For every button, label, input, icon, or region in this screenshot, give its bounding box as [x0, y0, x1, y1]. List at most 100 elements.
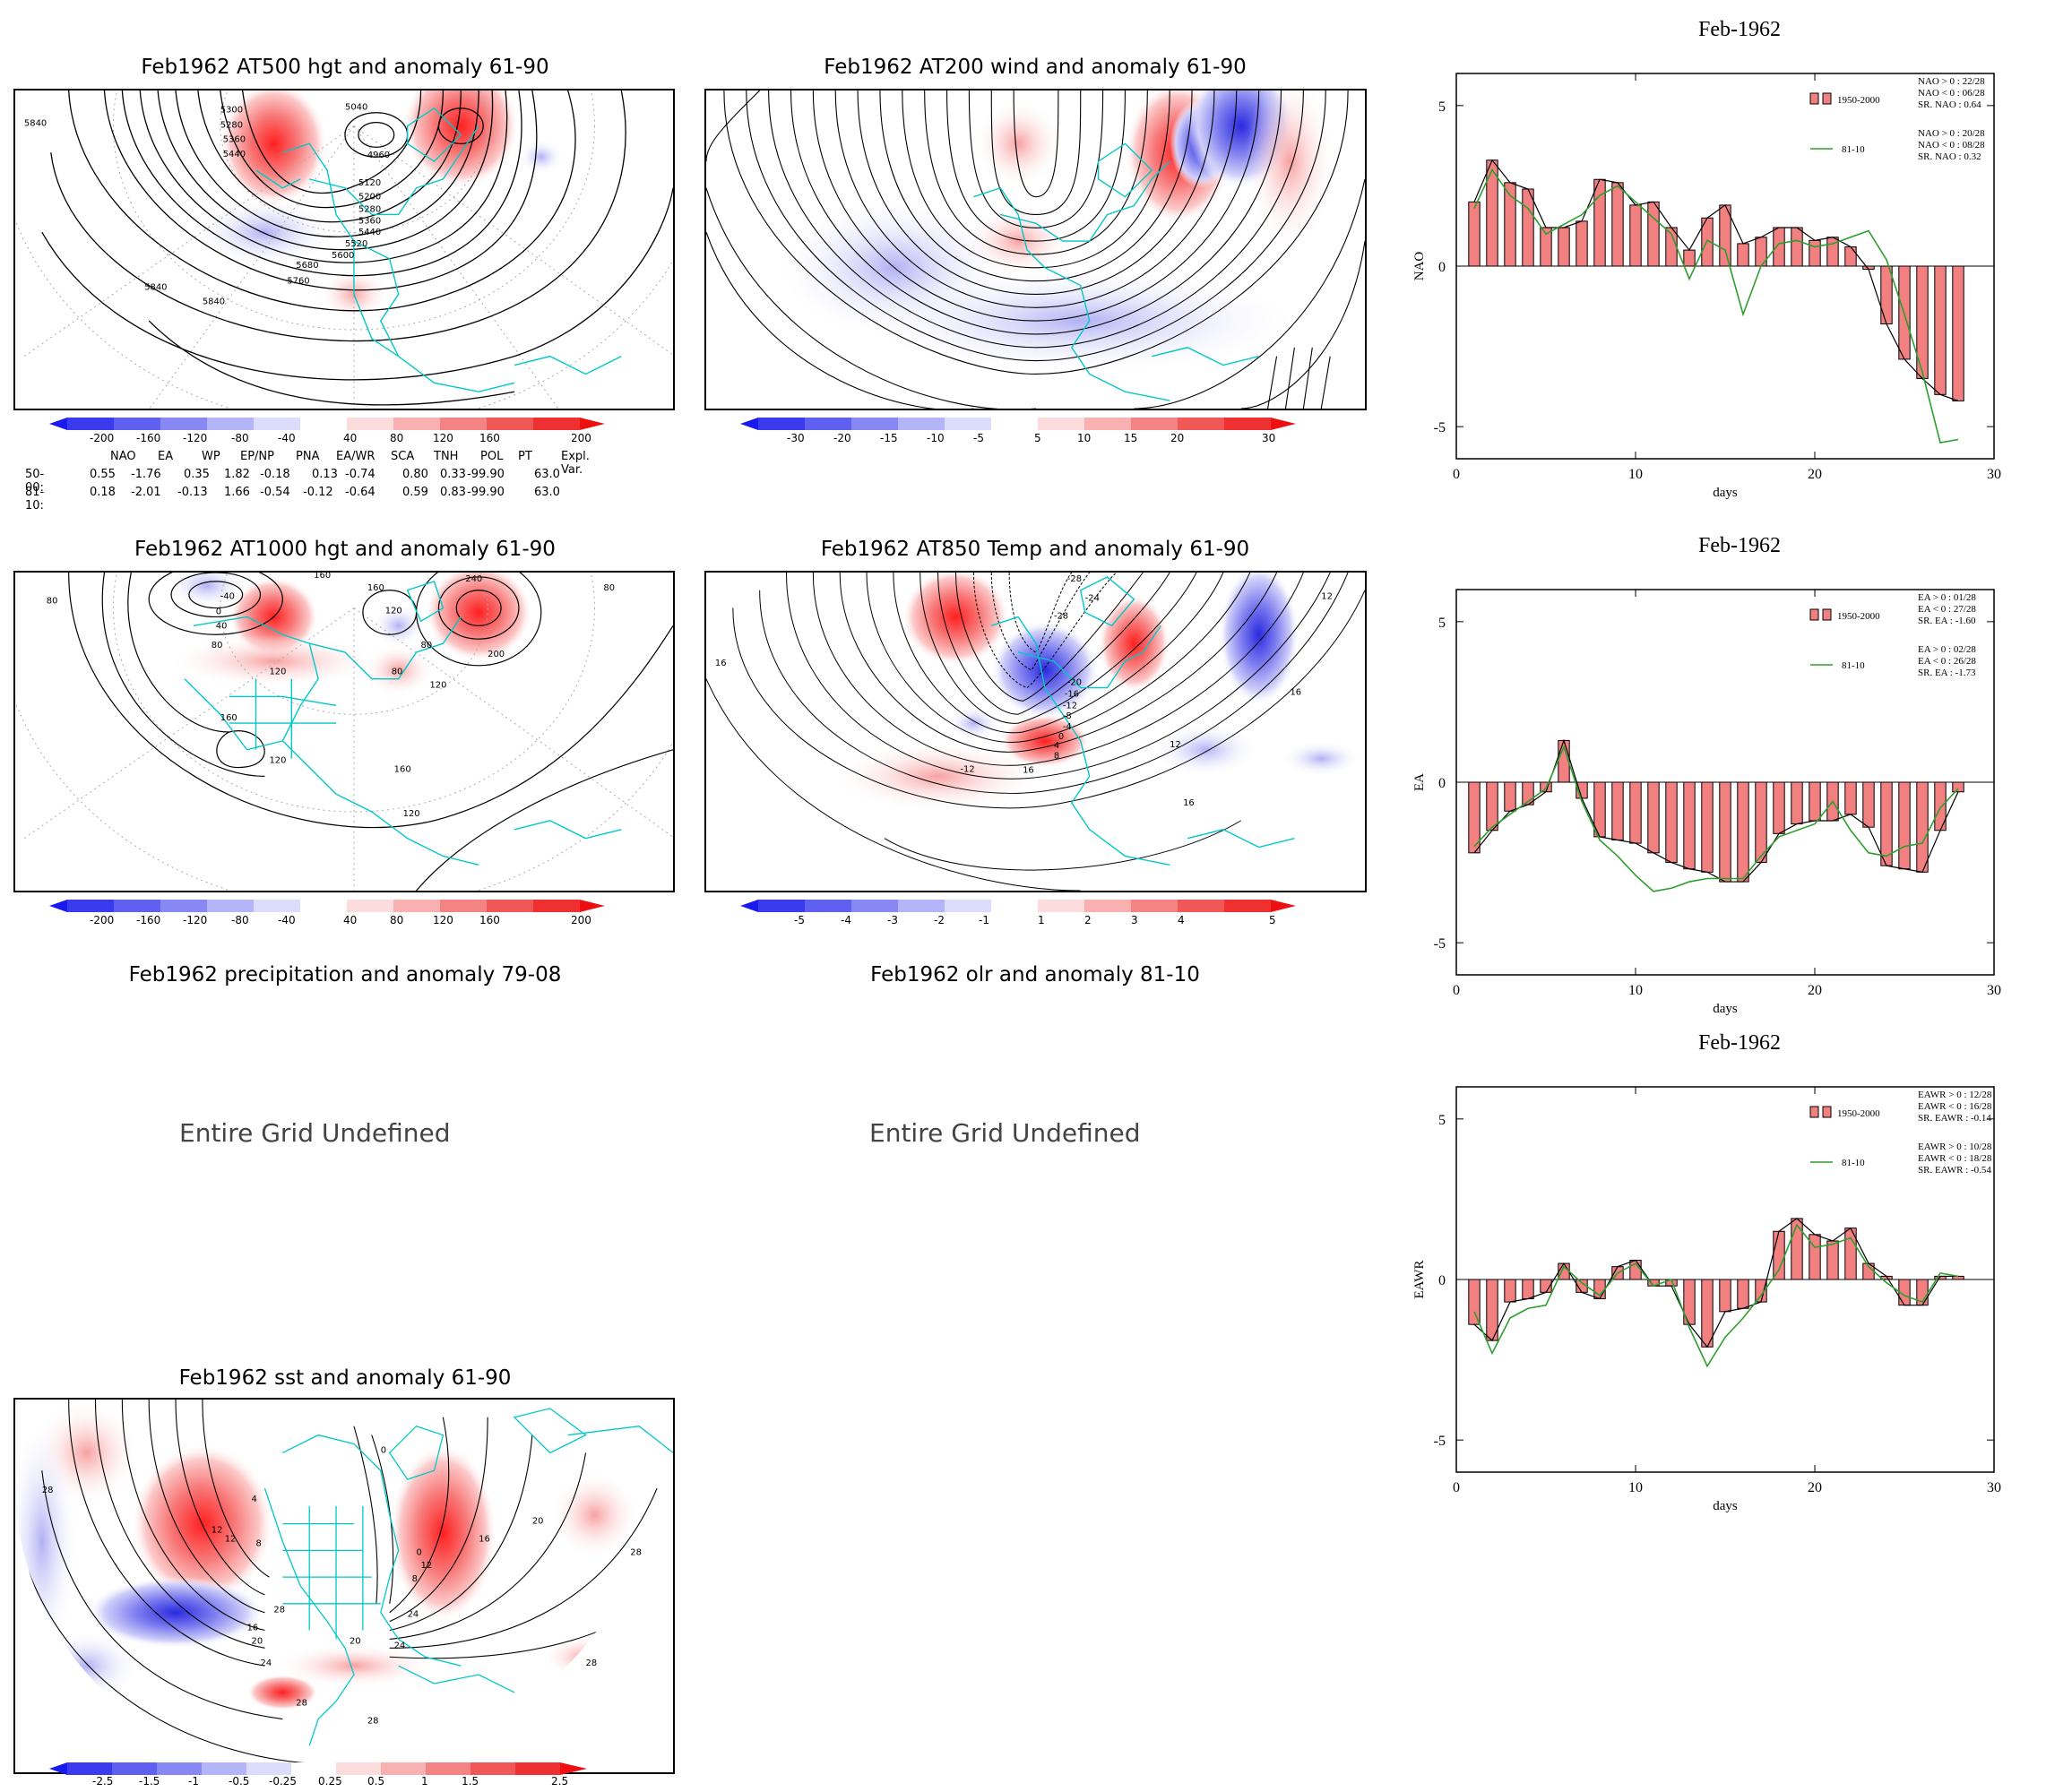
colorbar-tick: -1	[188, 1775, 199, 1788]
sst-map: 28 0 4 8 12 16 20 24 28 20 24 28 28 28 0…	[13, 1398, 675, 1774]
colorbar-tick: -10	[927, 432, 945, 444]
stats-81-10: NAO > 0 : 20/28	[1918, 128, 1985, 139]
contour-label: 0	[216, 607, 221, 616]
bar	[1468, 1279, 1481, 1325]
contour-label: 200	[488, 650, 505, 659]
y-tick-label: -5	[1434, 420, 1446, 435]
y-tick-label: -5	[1434, 1434, 1446, 1449]
colorbar-tick: 15	[1124, 432, 1138, 444]
x-tick-label: 30	[1987, 1480, 2001, 1495]
contour-label: 5440	[358, 228, 381, 237]
colorbar-tick: 30	[1262, 432, 1276, 444]
contour-label: 12	[1321, 592, 1333, 602]
contour-label: 5840	[24, 119, 47, 129]
stats-1950-2000: SR. NAO : 0.64	[1918, 99, 1981, 110]
contour-label: 120	[403, 809, 420, 819]
x-tick-label: 0	[1453, 1480, 1460, 1495]
contour-label: 5440	[223, 150, 246, 159]
legend-label: 1950-2000	[1837, 1108, 1880, 1119]
x-tick-label: 30	[1987, 467, 2001, 482]
colorbar-tick: 4	[1178, 914, 1185, 926]
contour-label: 160	[394, 765, 411, 775]
y-tick-label: 5	[1438, 616, 1446, 631]
contour-label: 28	[273, 1606, 285, 1615]
colorbar-tick: 2	[1084, 914, 1092, 926]
contour-label: 12	[212, 1526, 223, 1536]
colorbar-tick: -15	[880, 432, 898, 444]
wind-colorbar: -30 -20 -15 -10 -5 5 10 15 20 30	[740, 418, 1332, 444]
colorbar-tick: -1.5	[139, 1775, 160, 1788]
bar	[1826, 1240, 1839, 1280]
x-axis-label: days	[1713, 1499, 1738, 1513]
contour-label: -20	[1067, 678, 1082, 688]
bar	[1468, 201, 1481, 267]
colorbar-tick: 1.5	[462, 1775, 479, 1788]
ea-chart-svg: 5 0 -5 0 10 20 30 days EA 1950-2000 81-10 EA > 0 : …	[1412, 589, 2001, 1016]
contour-label: -12	[1063, 701, 1077, 711]
series-line-81-10	[1473, 168, 1959, 444]
anomaly-blob	[1281, 740, 1362, 777]
colorbar-tick: -5	[794, 914, 805, 926]
colorbar-tick: -200	[90, 432, 115, 444]
contour-label: -8	[1063, 711, 1072, 721]
contour-label: 16	[1023, 766, 1034, 776]
y-tick-label: 0	[1438, 260, 1446, 275]
contour-label: 80	[392, 668, 403, 677]
x-tick-label: 20	[1808, 983, 1822, 998]
contour-label: 5300	[220, 106, 243, 116]
y-axis-label: EAWR	[1412, 1261, 1427, 1299]
bar	[1809, 1234, 1821, 1280]
contour-label: 5360	[223, 134, 246, 144]
bar	[1773, 227, 1785, 267]
contour-label: 28	[367, 1717, 379, 1727]
colorbar-tick: 200	[571, 432, 591, 444]
contour-label: 5280	[358, 204, 381, 214]
contour-label: 24	[261, 1658, 272, 1668]
y-axis-label: EA	[1412, 773, 1427, 791]
bar	[1934, 265, 1947, 395]
colorbar-tick: -40	[278, 432, 296, 444]
bar	[1737, 243, 1749, 267]
stats-81-10: SR. EA : -1.73	[1918, 668, 1976, 678]
at500-map: 5300 5280 5360 5440 5040 4960 5120 5200 …	[13, 89, 675, 410]
bar	[1611, 182, 1624, 267]
bar	[1522, 1279, 1534, 1299]
bar	[1504, 781, 1516, 812]
contour-label: 8	[256, 1538, 262, 1548]
olr-undefined-message: Entire Grid Undefined	[869, 1118, 1141, 1148]
legend-swatch-bar	[1809, 1106, 1819, 1118]
stats-81-10: SR. NAO : 0.32	[1918, 151, 1981, 162]
contour-label: 80	[212, 641, 223, 650]
contour-label: 20	[350, 1636, 361, 1646]
legend-label: 81-10	[1842, 660, 1865, 671]
colorbar-tick: 1	[421, 1775, 428, 1788]
nao-chart-svg: 5 0 -5 0 10 20 30 days NAO 1950-2000 81-10 NAO > 0 …	[1412, 73, 2001, 500]
sst-colorbar: -2.5 -1.5 -1 -0.5 -0.25 0.25 0.5 1 1.5 2…	[49, 1762, 623, 1788]
colorbar-tick: -80	[231, 914, 249, 926]
colorbar-tick: 120	[433, 432, 453, 444]
y-tick-label: -5	[1434, 936, 1446, 952]
contour-label: 80	[603, 583, 615, 593]
bar	[1701, 781, 1714, 873]
contour-label: 240	[465, 574, 482, 584]
precip-undefined-message: Entire Grid Undefined	[179, 1118, 451, 1148]
y-axis-label: NAO	[1412, 252, 1427, 281]
colorbar-tick: 120	[433, 914, 453, 926]
anomaly-blob	[220, 90, 328, 206]
bar	[1844, 781, 1857, 815]
contour-label: -28	[1067, 574, 1082, 584]
contour-label: 40	[216, 621, 228, 631]
ea-chart-title: Feb-1962	[1698, 534, 1781, 557]
contour-label: 28	[586, 1658, 598, 1668]
colorbar-tick: 80	[390, 914, 404, 926]
colorbar-tick: 160	[479, 432, 500, 444]
colorbar-tick: 0.5	[367, 1775, 385, 1788]
anomaly-blob	[1098, 594, 1170, 693]
colorbar-tick: -20	[833, 432, 851, 444]
at850-map: -28 -24 -28 -20 -16 -12 -8 -4 0 4 8 12 1…	[704, 571, 1367, 892]
x-axis-label: days	[1713, 486, 1738, 500]
x-tick-label: 20	[1808, 467, 1822, 482]
series-line-1950-2000	[1473, 159, 1959, 402]
olr-title: Feb1962 olr and anomaly 81-10	[870, 963, 1200, 986]
x-tick-label: 10	[1628, 983, 1643, 998]
